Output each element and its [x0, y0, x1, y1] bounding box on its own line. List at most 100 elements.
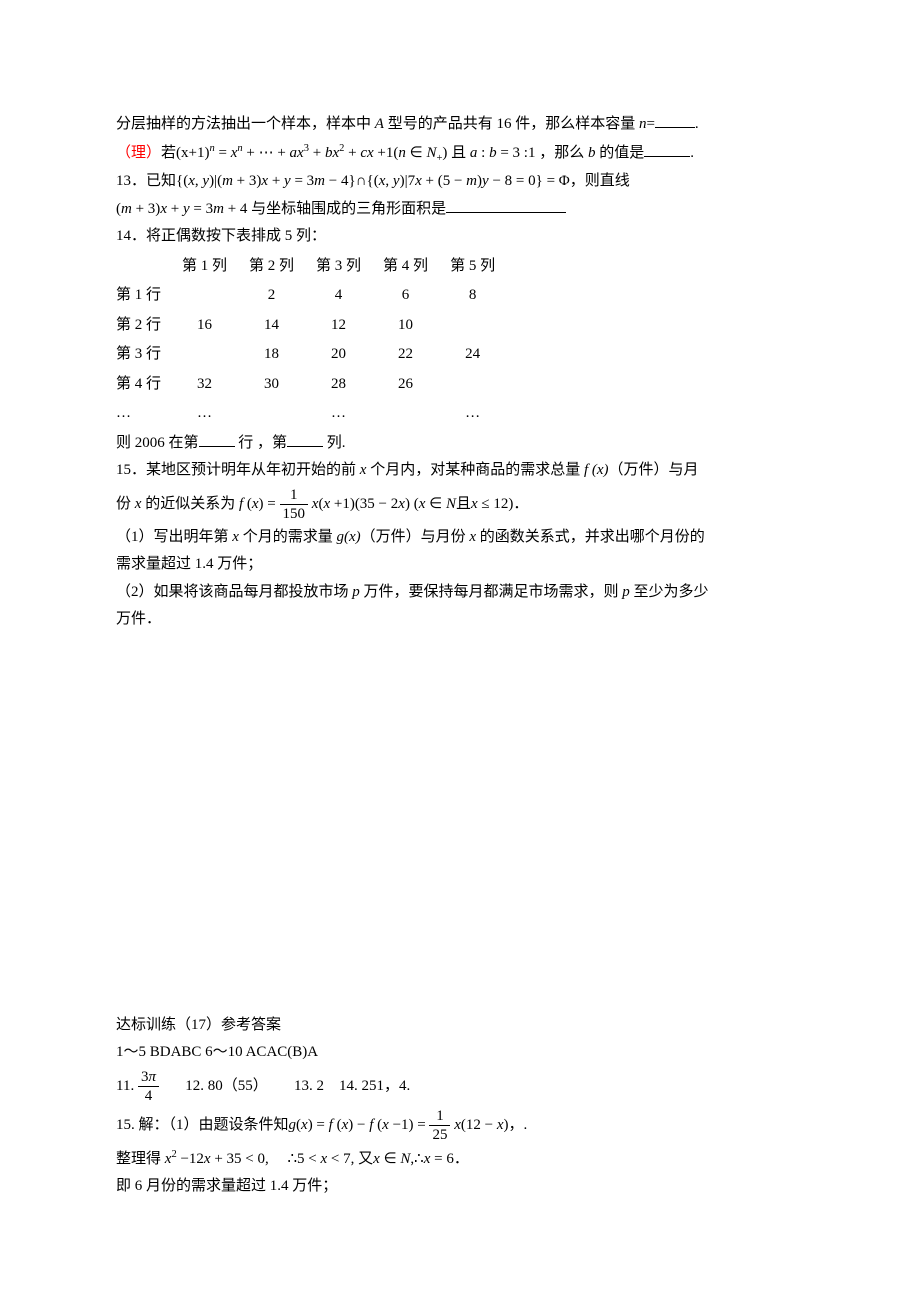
- cell: [450, 370, 517, 400]
- cx: + cx +1(n ∈ N: [344, 145, 436, 161]
- dot: .: [690, 145, 694, 161]
- text: 的函数关系式，并求出哪个月份的: [476, 529, 705, 545]
- blank-fill: [287, 431, 323, 447]
- spacer: [324, 1078, 339, 1094]
- blank-fill: [655, 112, 695, 128]
- cell: 第 2 行: [116, 311, 182, 341]
- text: 整理得: [116, 1151, 165, 1167]
- cell: 6: [383, 281, 450, 311]
- cell: 第 1 列: [182, 252, 249, 282]
- gx-eq: g(x) = f (x) − f (x −1) =: [289, 1117, 430, 1133]
- cell: [182, 340, 249, 370]
- text: （万件）与月份: [361, 529, 470, 545]
- cap: ∩: [356, 173, 367, 189]
- answer-section: 达标训练（17）参考答案 1～5 BDABC 6～10 ACAC(B)A 11.…: [116, 1013, 804, 1200]
- numerator: 1: [429, 1107, 450, 1126]
- line-eq: (m + 3)x + y = 3m + 4: [116, 201, 247, 217]
- dot: ．: [454, 1151, 469, 1167]
- spacer: [159, 1078, 185, 1094]
- cell: …: [316, 399, 383, 429]
- q15-p1b: 需求量超过 1.4 万件；: [116, 552, 804, 578]
- p: p: [352, 584, 360, 600]
- cell: [249, 399, 316, 429]
- cell: 18: [249, 340, 316, 370]
- text: 将正偶数按下表排成 5 列：: [146, 228, 326, 244]
- q15-p1: （1）写出明年第 x 个月的需求量 g(x)（万件）与月份 x 的函数关系式，并…: [116, 525, 804, 551]
- cell: 8: [450, 281, 517, 311]
- ratio: a : b = 3 :1: [470, 145, 536, 161]
- answer-title: 达标训练（17）参考答案: [116, 1013, 804, 1039]
- cond: (x ∈ N且x ≤ 12): [410, 496, 513, 512]
- text: 份: [116, 496, 135, 512]
- answer-11-14: 11. 3π4 12. 80（55） 13. 2 14. 251，4.: [116, 1068, 804, 1105]
- p: p: [622, 584, 630, 600]
- text: 型号的产品共有 16 件，那么样本容量: [384, 116, 639, 132]
- text: 万件．: [116, 611, 161, 627]
- cell: 30: [249, 370, 316, 400]
- answer-15-line2: 整理得 x2 −12x + 35 < 0, ∴5 < x < 7, 又x ∈ N…: [116, 1146, 804, 1173]
- cell: 4: [316, 281, 383, 311]
- cell: 32: [182, 370, 249, 400]
- denominator: 4: [138, 1087, 159, 1105]
- q13-line2: (m + 3)x + y = 3m + 4 与坐标轴围成的三角形面积是: [116, 197, 804, 223]
- text: 需求量超过 1.4 万件；: [116, 556, 262, 572]
- blank-fill: [644, 141, 690, 157]
- table-row: 第 1 行 2 4 6 8: [116, 281, 517, 311]
- label-li: （理）: [116, 145, 161, 161]
- cell: 第 4 行: [116, 370, 182, 400]
- q14-tail: 则 2006 在第 行 ，第 列.: [116, 431, 804, 457]
- var-A: A: [375, 116, 384, 132]
- q15-line1: 15．某地区预计明年从年初开始的前 x 个月内，对某种商品的需求总量 f (x)…: [116, 458, 804, 484]
- body: x(12 − x): [450, 1117, 508, 1133]
- numerator: 3π: [138, 1068, 159, 1087]
- cell: 2: [249, 281, 316, 311]
- a12: 12. 80（55）: [185, 1078, 268, 1094]
- cell: 第 2 列: [249, 252, 316, 282]
- q12-binomial: （理）若(x+1)n = xn + ⋯ + ax3 + bx2 + cx +1(…: [116, 140, 804, 168]
- tail: 的值是: [595, 145, 644, 161]
- cell: [116, 252, 182, 282]
- cell: 第 3 行: [116, 340, 182, 370]
- header-row: 第 1 列 第 2 列 第 3 列 第 4 列 第 5 列: [116, 252, 517, 282]
- text: （万件）与月: [609, 462, 699, 478]
- even-number-table: 第 1 列 第 2 列 第 3 列 第 4 列 第 5 列 第 1 行 2 4 …: [116, 252, 517, 429]
- q15-p2b: 万件．: [116, 607, 804, 633]
- q14-head: 14．将正偶数按下表排成 5 列：: [116, 224, 804, 250]
- text: （2）如果将该商品每月都投放市场: [116, 584, 352, 600]
- cell: 20: [316, 340, 383, 370]
- and: 且: [447, 145, 470, 161]
- table-row: 第 3 行 18 20 22 24: [116, 340, 517, 370]
- cell: 第 3 列: [316, 252, 383, 282]
- a13: 13. 2: [294, 1078, 324, 1094]
- fx-eq: f (x) =: [239, 496, 280, 512]
- num: 15．: [116, 462, 146, 478]
- text: （1）写出明年第: [116, 529, 232, 545]
- fraction: 3π4: [138, 1068, 159, 1105]
- q15-line2: 份 x 的近似关系为 f (x) = 1150 x(x +1)(35 − 2x)…: [116, 486, 804, 523]
- set1: {(x, y)|(m + 3)x + y = 3m − 4}: [176, 173, 356, 189]
- text: 的近似关系为: [141, 496, 239, 512]
- table-row: 第 2 行 16 14 12 10: [116, 311, 517, 341]
- set2: {(x, y)|7x + (5 − m)y − 8 = 0}: [367, 173, 543, 189]
- ineq: −12x + 35 < 0, ∴5 < x < 7, 又x ∈ N,∴x = 6: [177, 1151, 454, 1167]
- q12-stratified-sampling: 分层抽样的方法抽出一个样本，样本中 A 型号的产品共有 16 件，那么样本容量 …: [116, 112, 804, 138]
- text: 行 ，第: [235, 435, 288, 451]
- text: 某地区预计明年从年初开始的前: [146, 462, 360, 478]
- denominator: 150: [280, 505, 309, 523]
- gx: g(x): [336, 529, 360, 545]
- text: =: [646, 116, 654, 132]
- dots: + ⋯ + ax: [243, 145, 304, 161]
- eq: = x: [215, 145, 238, 161]
- tail: ，.: [509, 1117, 528, 1133]
- formula: (x+1)n = xn + ⋯ + ax3 + bx2 + cx +1(n ∈ …: [176, 145, 447, 161]
- cell: 16: [182, 311, 249, 341]
- text: 与坐标轴围成的三角形面积是: [247, 201, 446, 217]
- text: 分层抽样的方法抽出一个样本，样本中: [116, 116, 375, 132]
- text: 个月的需求量: [239, 529, 337, 545]
- label: 15. 解：（1）由题设条件知: [116, 1117, 289, 1133]
- cell: 10: [383, 311, 450, 341]
- cell: …: [450, 399, 517, 429]
- table-row: 第 4 行 32 30 28 26: [116, 370, 517, 400]
- cell: 第 5 列: [450, 252, 517, 282]
- text: 万件，要保持每月都满足市场需求，则: [360, 584, 623, 600]
